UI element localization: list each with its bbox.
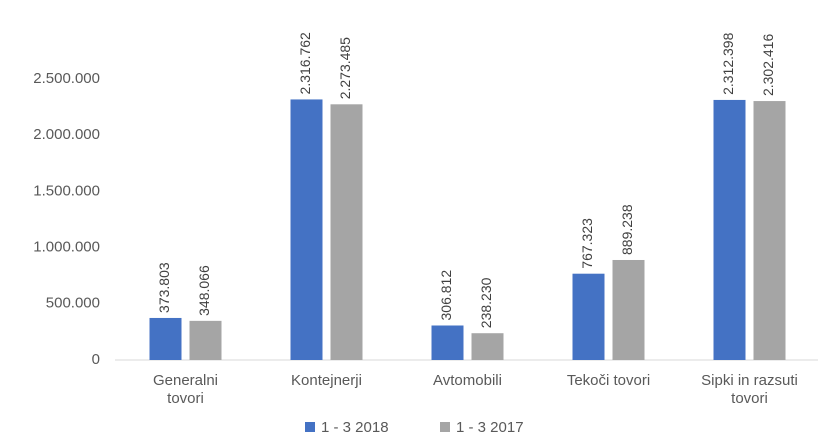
bar: [612, 259, 645, 360]
value-label: 306.812: [438, 270, 454, 321]
value-label: 2.273.485: [337, 37, 353, 99]
legend-label: 1 - 3 2018: [321, 419, 389, 436]
value-label: 238.230: [478, 277, 494, 328]
y-tick-label: 2.500.000: [33, 70, 100, 87]
y-tick-label: 500.000: [46, 295, 100, 312]
value-label: 348.066: [196, 265, 212, 316]
bar: [189, 320, 222, 360]
x-tick-label: Sipki in razsuti tovori: [701, 372, 798, 407]
legend-label: 1 - 3 2017: [456, 419, 524, 436]
bar: [471, 333, 504, 360]
y-tick-label: 1.000.000: [33, 239, 100, 256]
value-label: 889.238: [619, 204, 635, 255]
legend-swatch: [305, 422, 315, 432]
value-label: 767.323: [579, 218, 595, 269]
bar: [149, 317, 182, 360]
x-tick-label: Tekoči tovori: [566, 372, 651, 389]
y-tick-label: 1.500.000: [33, 182, 100, 199]
x-tick-label: Avtomobili: [433, 372, 502, 389]
x-tick-label: Kontejnerji: [291, 372, 362, 389]
x-tick-label: Generalni tovori: [152, 372, 219, 407]
value-label: 373.803: [156, 262, 172, 313]
value-label: 2.312.398: [720, 32, 736, 94]
bar: [713, 99, 746, 360]
y-tick-label: 0: [92, 351, 100, 368]
bar: [753, 101, 786, 361]
bar: [330, 104, 363, 361]
legend-swatch: [440, 422, 450, 432]
y-tick-label: 2.000.000: [33, 126, 100, 143]
bar: [572, 273, 605, 360]
value-label: 2.302.416: [760, 34, 776, 96]
value-label: 2.316.762: [297, 32, 313, 94]
bar: [431, 325, 464, 360]
bar: [290, 99, 323, 360]
